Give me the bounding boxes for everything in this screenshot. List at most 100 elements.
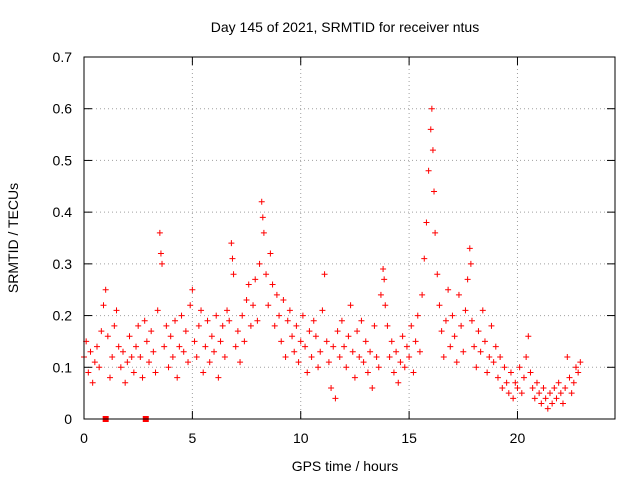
data-point [520, 374, 527, 381]
data-point [208, 333, 215, 340]
data-point [120, 348, 127, 355]
data-point [276, 312, 283, 319]
data-point [195, 322, 202, 329]
data-point [323, 338, 330, 345]
data-point [278, 338, 285, 345]
data-point [533, 379, 540, 386]
data-point [557, 390, 564, 397]
data-point [100, 302, 107, 309]
data-point [416, 348, 423, 355]
data-point [230, 271, 237, 278]
data-point [299, 312, 306, 319]
data-point [488, 322, 495, 329]
data-point [146, 359, 153, 366]
data-point [546, 390, 553, 397]
data-point [308, 353, 315, 360]
data-point [217, 338, 224, 345]
data-point [486, 353, 493, 360]
data-point [154, 307, 161, 314]
data-point [395, 379, 402, 386]
data-point [139, 374, 146, 381]
data-point [551, 384, 558, 391]
data-point [382, 302, 389, 309]
data-point [393, 348, 400, 355]
data-point [473, 364, 480, 371]
data-point [157, 250, 164, 257]
data-point [341, 343, 348, 350]
data-point [293, 322, 300, 329]
data-point [256, 260, 263, 267]
data-point [505, 390, 512, 397]
data-point [247, 322, 254, 329]
x-tick-label: 0 [80, 430, 88, 446]
data-point [182, 328, 189, 335]
data-point [575, 369, 582, 376]
plot-frame [83, 56, 616, 420]
data-point [499, 384, 506, 391]
data-point [377, 291, 384, 298]
data-point [516, 364, 523, 371]
data-point [367, 348, 374, 355]
data-point [518, 390, 525, 397]
data-point [163, 322, 170, 329]
data-point [381, 276, 388, 283]
data-point [458, 322, 465, 329]
data-point [410, 369, 417, 376]
data-point [211, 348, 218, 355]
data-point [319, 307, 326, 314]
data-point [555, 379, 562, 386]
data-point [96, 364, 103, 371]
data-point [180, 348, 187, 355]
data-point [133, 343, 140, 350]
data-point [414, 312, 421, 319]
data-point [172, 317, 179, 324]
data-point [193, 353, 200, 360]
data-point [351, 374, 358, 381]
data-point [449, 312, 456, 319]
data-point [408, 322, 415, 329]
data-point [330, 343, 337, 350]
data-point [128, 353, 135, 360]
data-point [445, 286, 452, 293]
data-point [152, 369, 159, 376]
data-point [221, 353, 228, 360]
data-point [336, 353, 343, 360]
data-point [440, 353, 447, 360]
data-point [403, 343, 410, 350]
data-point [527, 369, 534, 376]
data-point [501, 364, 508, 371]
data-point [536, 390, 543, 397]
data-point [419, 291, 426, 298]
data-point [453, 359, 460, 366]
data-point [360, 359, 367, 366]
data-point [503, 379, 510, 386]
data-point [317, 348, 324, 355]
data-point [229, 255, 236, 262]
data-point [356, 353, 363, 360]
data-point [265, 302, 272, 309]
data-point [189, 286, 196, 293]
data-point [566, 374, 573, 381]
y-tick-label: 0.2 [53, 308, 73, 324]
data-point [570, 379, 577, 386]
data-point [369, 384, 376, 391]
data-point [380, 266, 387, 273]
data-point [436, 302, 443, 309]
data-point [159, 260, 166, 267]
data-point [87, 348, 94, 355]
data-point [432, 229, 439, 236]
data-point [191, 338, 198, 345]
data-point [258, 198, 265, 205]
data-point [289, 333, 296, 340]
data-point [328, 384, 335, 391]
data-point [321, 271, 328, 278]
data-point [204, 317, 211, 324]
data-point [334, 328, 341, 335]
y-tick-label: 0.7 [53, 49, 73, 65]
data-point [185, 359, 192, 366]
data-point [269, 281, 276, 288]
data-point [260, 229, 267, 236]
data-point [113, 307, 120, 314]
data-point [280, 297, 287, 304]
